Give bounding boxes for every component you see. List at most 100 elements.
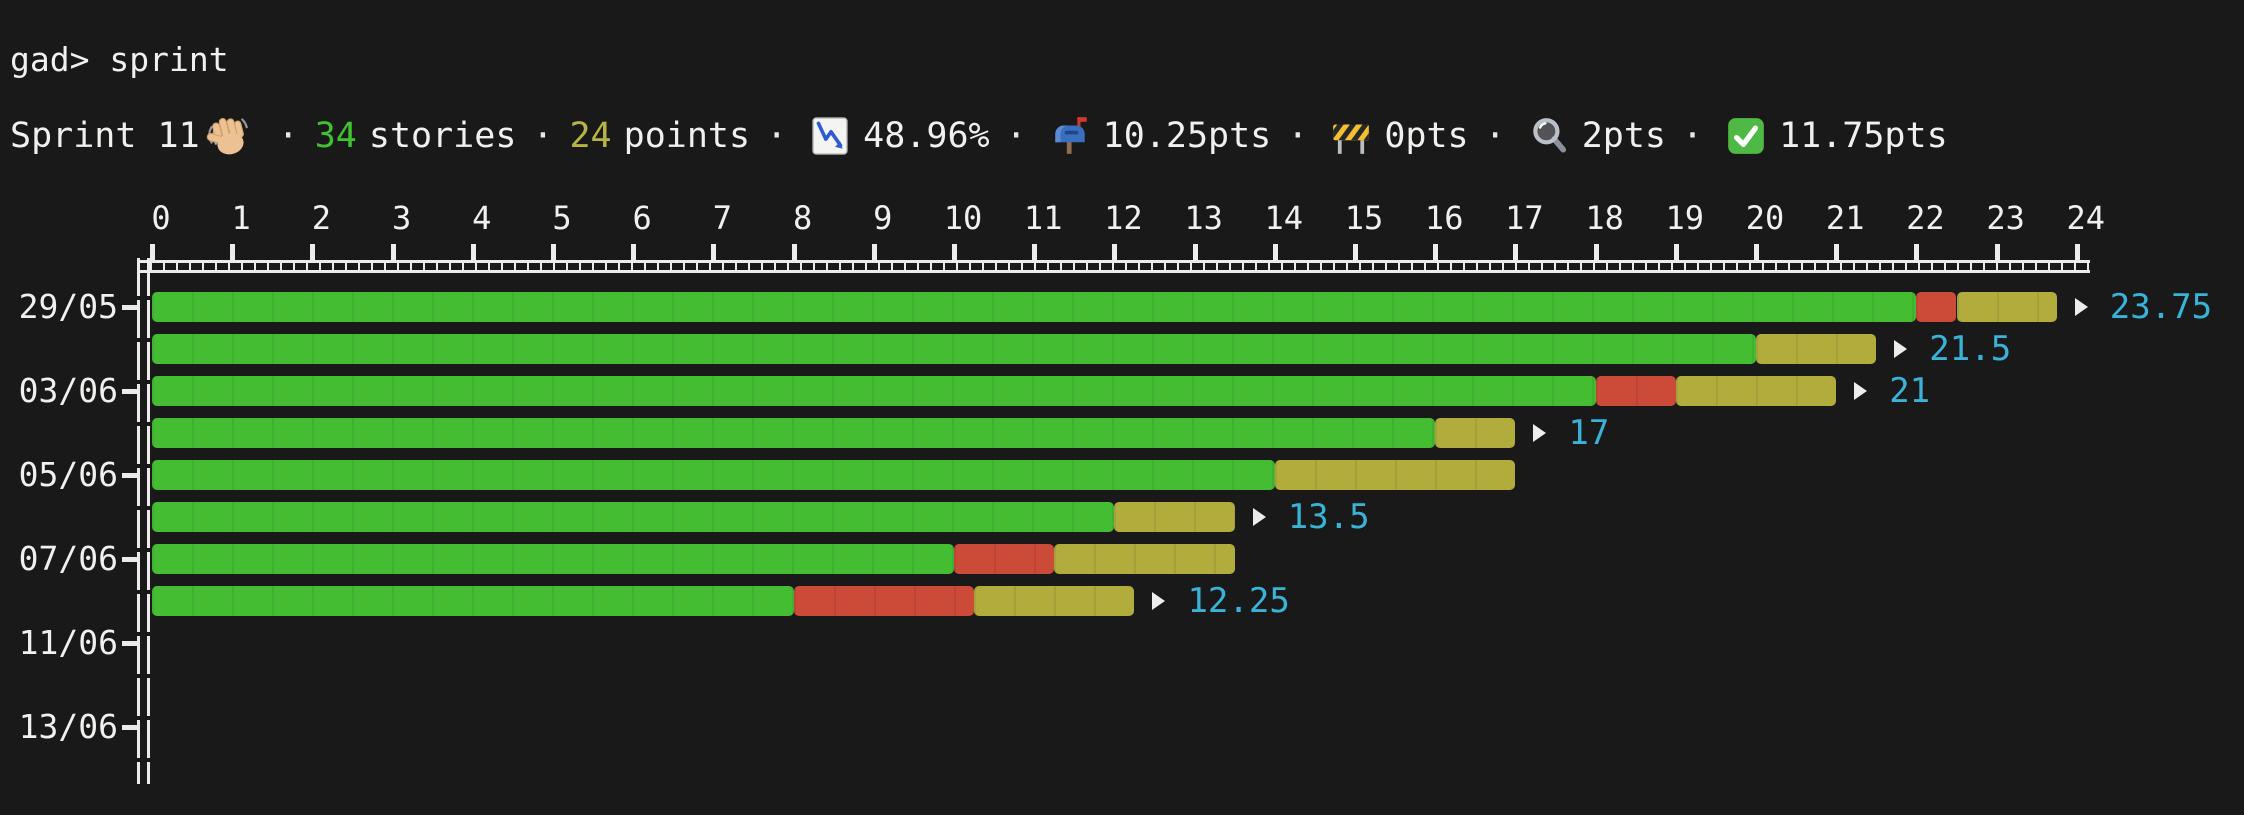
x-axis-tick — [2074, 244, 2080, 260]
x-axis-tick-label: 17 — [1505, 199, 1544, 237]
x-axis-tick — [390, 244, 396, 260]
bar-segment-green — [152, 334, 1756, 364]
bar-value-label: 13.5 — [1287, 497, 1370, 537]
separator-dot: · — [277, 116, 299, 156]
bar-value-label: 12.25 — [1187, 581, 1290, 621]
bar-segment-yellow — [1435, 418, 1516, 448]
x-axis-tick — [230, 244, 236, 260]
x-axis-tick-label: 13 — [1184, 199, 1223, 237]
x-axis-tick — [1433, 244, 1439, 260]
date-tick — [122, 725, 137, 730]
stories-label: stories — [368, 116, 517, 156]
x-axis-tick-label: 6 — [632, 199, 652, 237]
command-input[interactable]: sprint — [109, 40, 229, 79]
bar-segment-green — [152, 586, 794, 616]
x-axis-tick — [1513, 244, 1519, 260]
terminal-prompt: gad> — [10, 40, 90, 79]
x-axis-tick — [1914, 244, 1920, 260]
x-axis-tick-label: 1 — [231, 199, 251, 237]
bar-value-label: 17 — [1568, 413, 1610, 453]
x-axis-tick — [631, 244, 637, 260]
x-axis-tick — [1754, 244, 1759, 260]
date-label: 05/06 — [18, 455, 118, 494]
waving-hand-icon — [206, 114, 250, 158]
x-axis-tick-label: 24 — [2066, 199, 2106, 237]
date-label: 07/06 — [18, 539, 118, 578]
bar-value-label: 23.75 — [2109, 287, 2213, 327]
bar-segment-green — [152, 502, 1115, 532]
value-arrow-icon — [1533, 424, 1547, 442]
separator-dot: · — [1005, 116, 1027, 156]
bar-segment-yellow — [1675, 376, 1837, 406]
review-points: 2pts — [1581, 116, 1666, 156]
sprint-title: Sprint 11 — [10, 116, 200, 156]
bar-segment-red — [793, 586, 975, 616]
date-tick — [122, 641, 137, 646]
x-axis-tick — [310, 244, 316, 260]
x-axis-tick — [871, 244, 877, 260]
x-axis-tick-label: 15 — [1344, 199, 1384, 237]
bar-segment-red — [1916, 292, 1957, 322]
bar-segment-green — [152, 376, 1596, 406]
x-axis-tick — [1673, 244, 1679, 260]
y-axis-line — [147, 258, 150, 784]
bar-segment-green — [152, 418, 1436, 448]
x-axis-tick-label: 5 — [552, 199, 572, 237]
separator-dot: · — [1682, 116, 1704, 156]
magnifying-glass-icon — [1528, 115, 1570, 157]
x-axis-tick-label: 2 — [311, 199, 332, 237]
x-axis-tick-label: 18 — [1585, 199, 1624, 237]
value-arrow-icon — [1854, 382, 1868, 400]
bar-segment-red — [954, 544, 1055, 574]
x-axis-tick-label: 11 — [1023, 199, 1063, 237]
x-axis-tick-label: 7 — [712, 199, 733, 237]
x-axis-tick-label: 20 — [1745, 199, 1785, 237]
progress-points: 0pts — [1384, 116, 1469, 156]
x-axis-tick — [1994, 244, 2000, 260]
x-axis-tick-label: 3 — [391, 199, 412, 237]
x-axis-tick-label: 4 — [472, 199, 492, 237]
x-axis-tick — [791, 244, 797, 260]
bar-segment-yellow — [1274, 460, 1516, 490]
bar-segment-yellow — [1756, 334, 1877, 364]
x-axis-tick-label: 0 — [151, 199, 171, 237]
sprint-status-line: Sprint 11 · 34 stories · 24 points · — [10, 110, 1948, 162]
x-axis-tick-label: 19 — [1665, 199, 1705, 237]
x-axis-tick-label: 12 — [1104, 199, 1143, 237]
points-label: points — [623, 116, 751, 156]
date-label: 13/06 — [18, 707, 118, 746]
date-label: 11/06 — [18, 623, 118, 662]
x-axis-tick-label: 10 — [943, 199, 983, 237]
x-axis-tick-label: 16 — [1424, 199, 1464, 237]
x-axis-tick — [470, 244, 476, 260]
x-axis-tick — [551, 244, 556, 260]
x-axis-tick — [1834, 244, 1840, 260]
bar-segment-green — [152, 292, 1917, 322]
x-axis-tick — [1593, 244, 1599, 260]
open-points: 10.25pts — [1102, 116, 1272, 156]
x-axis-tick-label: 23 — [1986, 199, 2025, 237]
bar-segment-green — [152, 460, 1275, 490]
x-axis-tick — [711, 244, 717, 260]
x-axis-tick — [1272, 244, 1278, 260]
bar-segment-yellow — [1956, 292, 2057, 322]
bar-segment-red — [1595, 376, 1676, 406]
date-tick — [122, 473, 137, 478]
bar-segment-green — [152, 544, 954, 574]
date-label: 29/05 — [18, 287, 118, 326]
chart-decreasing-icon — [809, 115, 851, 157]
burn-percentage: 48.96% — [863, 116, 990, 156]
terminal-prompt-line: gad> sprint — [10, 38, 229, 82]
x-axis-tick-label: 21 — [1825, 199, 1865, 237]
value-arrow-icon — [1894, 340, 1908, 358]
x-axis-tick — [150, 244, 155, 260]
x-axis-tick — [1192, 244, 1198, 260]
x-axis-tick — [952, 244, 957, 260]
date-tick — [122, 389, 137, 394]
x-axis-tick-label: 14 — [1264, 199, 1304, 237]
x-axis-tick-label: 22 — [1906, 199, 1945, 237]
x-axis-ruler — [137, 260, 2090, 273]
date-label: 03/06 — [18, 371, 118, 410]
separator-dot: · — [532, 116, 554, 156]
